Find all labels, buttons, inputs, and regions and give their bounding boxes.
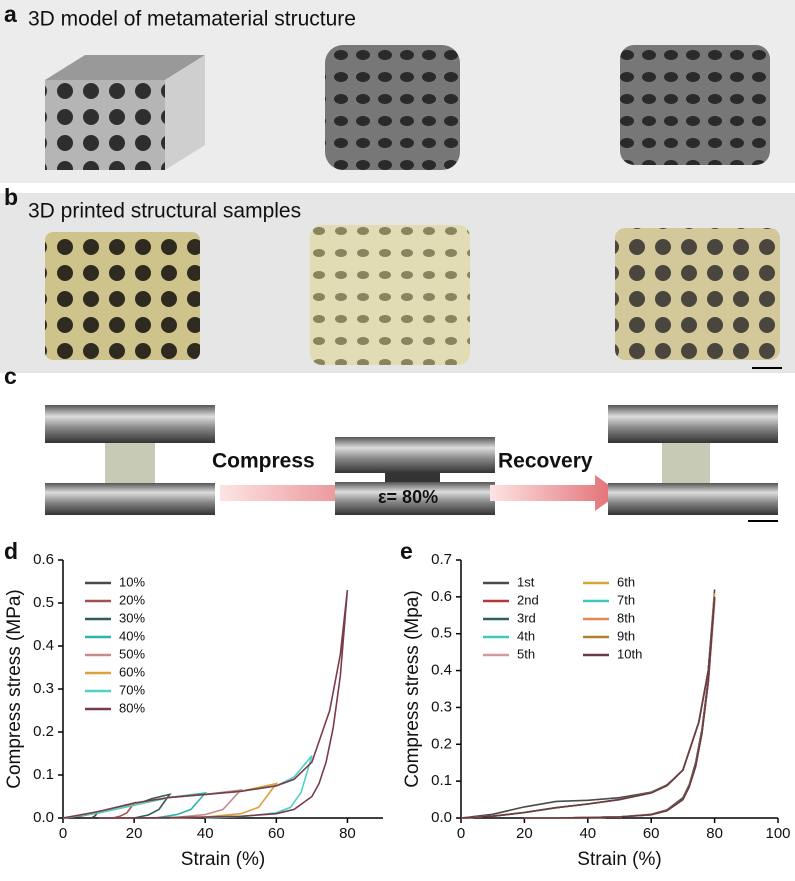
y-tick-label: 0.0 <box>33 809 54 826</box>
x-axis-label: Strain (%) <box>181 849 265 870</box>
legend-label: 3rd <box>517 610 536 625</box>
legend-label: 1st <box>517 574 535 589</box>
series-line <box>62 755 313 819</box>
y-tick-label: 0.2 <box>33 723 54 740</box>
series-line <box>460 596 716 819</box>
y-tick-label: 0.7 <box>431 551 452 568</box>
series-line <box>460 600 716 819</box>
legend-label: 8th <box>617 610 635 625</box>
sample-lattice <box>615 228 780 360</box>
legend-label: 80% <box>119 700 145 715</box>
y-tick-label: 0.4 <box>431 662 452 679</box>
y-tick-label: 0.5 <box>33 594 54 611</box>
series-line <box>460 593 716 819</box>
y-axis-label: Compress stress (MPa) <box>4 589 25 789</box>
legend-label: 9th <box>617 628 635 643</box>
y-tick-label: 0.6 <box>33 551 54 568</box>
series-line <box>460 589 716 819</box>
panel-letter: c <box>4 363 17 389</box>
panel-title: 3D model of metamaterial structure <box>28 8 356 31</box>
sample-cube <box>45 232 200 360</box>
panel-letter: e <box>400 538 413 564</box>
label-strain: ε= 80% <box>378 487 438 507</box>
press-left <box>45 405 215 515</box>
label-recovery: Recovery <box>498 450 593 473</box>
x-axis-label: Strain (%) <box>577 849 661 870</box>
x-tick-label: 40 <box>579 825 596 842</box>
legend-label: 10% <box>119 574 145 589</box>
series-line <box>62 590 349 819</box>
y-tick-label: 0.6 <box>431 588 452 605</box>
panel-letter: d <box>4 538 18 564</box>
y-tick-label: 0.3 <box>431 698 452 715</box>
y-tick-label: 0.3 <box>33 680 54 697</box>
y-tick-label: 0.4 <box>33 637 54 654</box>
x-tick-label: 0 <box>457 825 465 842</box>
legend-label: 2nd <box>517 592 539 607</box>
series-line <box>460 596 716 819</box>
x-tick-label: 20 <box>126 825 143 842</box>
y-tick-label: 0.0 <box>431 809 452 826</box>
x-tick-label: 80 <box>339 825 356 842</box>
y-tick-label: 0.1 <box>33 766 54 783</box>
panel-letter: b <box>4 184 18 210</box>
legend-label: 40% <box>119 628 145 643</box>
legend-label: 4th <box>517 628 535 643</box>
y-tick-label: 0.2 <box>431 735 452 752</box>
legend-label: 50% <box>119 646 145 661</box>
arrow <box>490 475 620 511</box>
x-tick-label: 0 <box>59 825 67 842</box>
series-line <box>460 600 716 819</box>
model-lattice <box>620 45 770 165</box>
legend-label: 70% <box>119 682 145 697</box>
legend-label: 60% <box>119 664 145 679</box>
legend-label: 30% <box>119 610 145 625</box>
sample-gyroid <box>310 225 470 365</box>
legend-label: 10th <box>617 646 642 661</box>
panel-title: 3D printed structural samples <box>28 200 301 223</box>
legend-label: 20% <box>119 592 145 607</box>
label-compress: Compress <box>212 450 315 473</box>
press-right <box>608 405 778 515</box>
x-tick-label: 60 <box>643 825 660 842</box>
x-tick-label: 20 <box>516 825 533 842</box>
y-tick-label: 0.5 <box>431 625 452 642</box>
model-gyroid <box>325 45 460 170</box>
series-line <box>460 596 716 819</box>
x-tick-label: 100 <box>765 825 790 842</box>
y-axis-label: Compress stress (Mpa) <box>402 590 423 787</box>
legend-label: 6th <box>617 574 635 589</box>
series-line <box>460 596 716 819</box>
arrow <box>220 475 410 511</box>
legend-label: 5th <box>517 646 535 661</box>
press-middle <box>335 437 495 515</box>
series-line <box>460 596 716 819</box>
x-tick-label: 40 <box>197 825 214 842</box>
panel-letter: a <box>4 1 17 27</box>
y-tick-label: 0.1 <box>431 772 452 789</box>
legend-label: 7th <box>617 592 635 607</box>
x-tick-label: 60 <box>268 825 285 842</box>
model-cube <box>45 55 205 170</box>
x-tick-label: 80 <box>706 825 723 842</box>
